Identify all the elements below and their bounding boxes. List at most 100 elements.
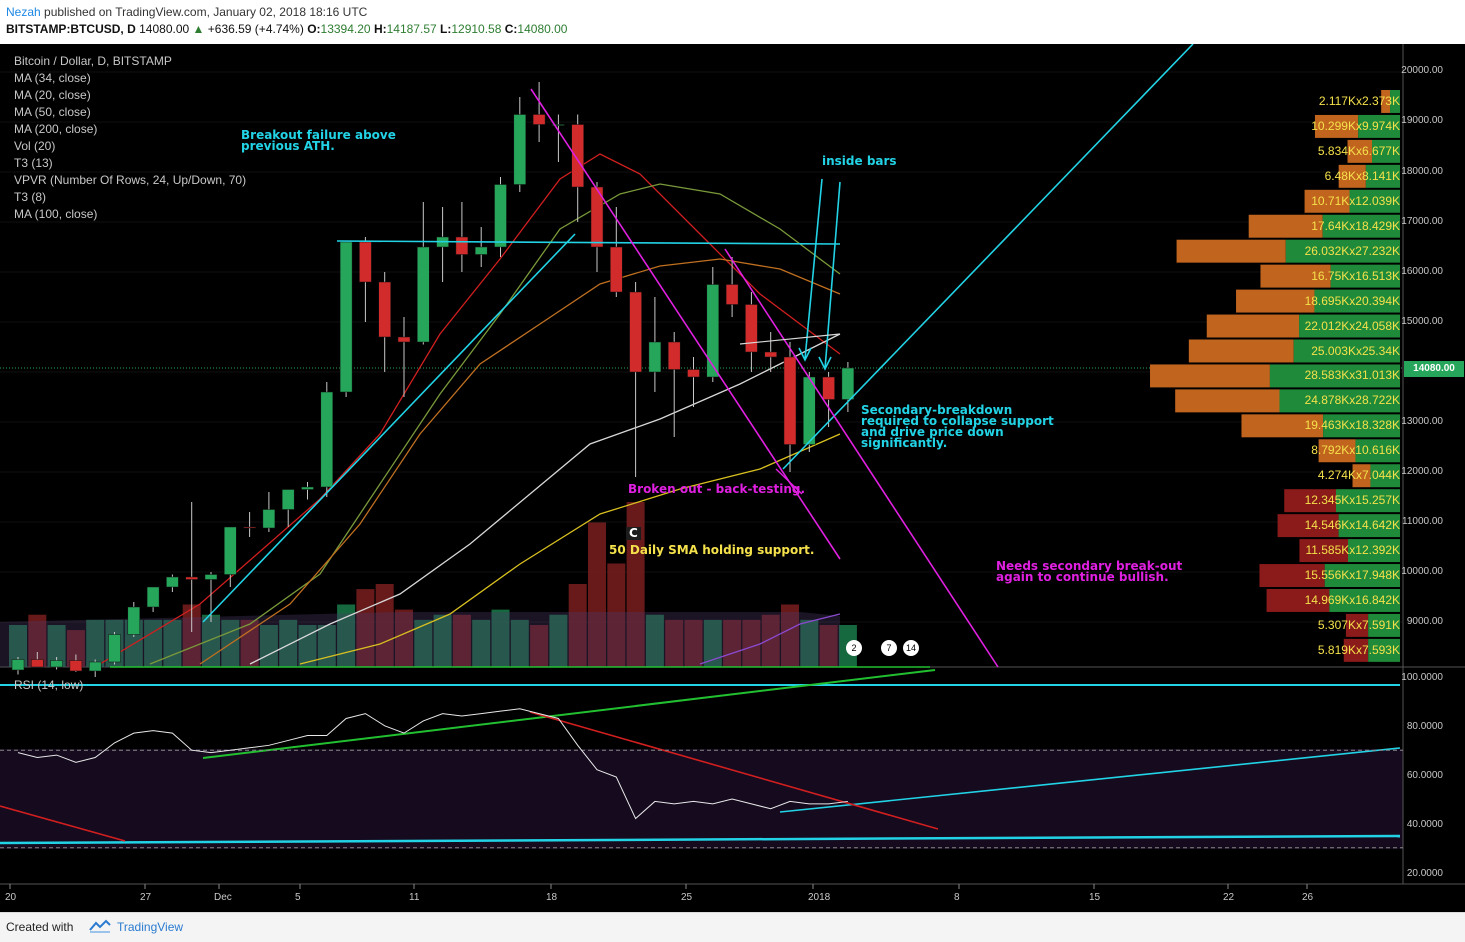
- indicator-legend-8[interactable]: T3 (8): [14, 190, 47, 204]
- volume-profile-bar-down: [1368, 613, 1400, 637]
- volume-profile-bar-down: [1370, 464, 1400, 488]
- candle-body: [822, 376, 835, 400]
- indicator-legend-2[interactable]: MA (20, close): [14, 88, 91, 102]
- annotation-secondary-breakdown: Secondary-breakdown required to collapse…: [861, 404, 1054, 449]
- candle-body: [494, 184, 507, 248]
- candle-body: [127, 606, 141, 635]
- indicator-legend-0[interactable]: Bitcoin / Dollar, D, BITSTAMP: [14, 54, 172, 68]
- volume-profile-bar-down: [1371, 139, 1400, 163]
- annotation-line: required to collapse support: [861, 414, 1054, 428]
- volume-profile-bar-up: [1304, 189, 1350, 213]
- volume-bar: [395, 609, 413, 667]
- annotation-line: again to continue bullish.: [996, 570, 1169, 584]
- candle-body: [262, 509, 276, 529]
- candle-body: [50, 660, 63, 668]
- author-link[interactable]: Nezah: [6, 5, 41, 19]
- change-value: +636.59 (+4.74%): [207, 22, 304, 36]
- open-label: O:: [307, 22, 321, 36]
- publish-text: published on TradingView.com, January 02…: [44, 5, 368, 19]
- volume-profile-bar-up: [1150, 364, 1270, 388]
- price-tick: 15000.00: [1401, 316, 1443, 327]
- volume-profile-label: 26.032Kx27.232K: [1304, 243, 1400, 258]
- chart-area[interactable]: Bitcoin / Dollar, D, BITSTAMP MA (34, cl…: [0, 43, 1465, 912]
- indicator-legend-3[interactable]: MA (50, close): [14, 105, 91, 119]
- tradingview-logo-icon: [89, 919, 111, 933]
- volume-profile-bar-down: [1323, 414, 1400, 438]
- rsi-legend[interactable]: RSI (14, low): [14, 678, 84, 692]
- time-tick: 26: [1302, 892, 1314, 903]
- price-tick: 17000.00: [1401, 216, 1443, 227]
- volume-profile-label: 6.48Kx8.141K: [1324, 168, 1400, 183]
- candle-body: [243, 526, 256, 529]
- volume-bar: [607, 563, 626, 667]
- candle-body: [359, 241, 372, 283]
- price-tick: 10000.00: [1401, 566, 1443, 577]
- inside-bar-arrow: [804, 178, 823, 360]
- price-tick: 12000.00: [1401, 466, 1443, 477]
- volume-profile-bar-up: [1343, 638, 1369, 662]
- volume-profile-bar-up: [1284, 489, 1337, 513]
- volume-profile-bar-up: [1347, 139, 1372, 163]
- volume-bar: [626, 502, 645, 667]
- trend-drawings: [0, 43, 1401, 845]
- indicator-legend-4[interactable]: MA (200, close): [14, 122, 98, 136]
- volume-bar: [530, 624, 549, 667]
- volume-profile-bar-down: [1322, 214, 1400, 238]
- time-tick: 27: [140, 892, 152, 903]
- rsi-tick: 60.0000: [1406, 770, 1443, 781]
- inside-bar-arrow: [824, 181, 841, 370]
- volume-profile-label: 28.583Kx31.013K: [1304, 368, 1400, 383]
- price-tick: 11000.00: [1402, 516, 1443, 527]
- volume-bar: [491, 609, 510, 667]
- volume-profile-bar-down: [1329, 589, 1400, 612]
- publish-line: Nezah published on TradingView.com, Janu…: [6, 5, 367, 19]
- last-close: 14080.00: [139, 22, 190, 36]
- candle-body: [455, 236, 469, 255]
- price-tick: 18000.00: [1401, 166, 1443, 177]
- candle-body: [648, 341, 662, 373]
- candle-body: [783, 356, 797, 445]
- volume-profile: [1150, 90, 1400, 662]
- candle-body: [571, 124, 584, 188]
- chart-canvas[interactable]: [0, 43, 1465, 912]
- volume-profile-bar-up: [1188, 339, 1294, 363]
- volume-profile-label: 10.299Kx9.974K: [1311, 118, 1400, 133]
- candle-body: [552, 124, 565, 126]
- volume-profile-bar-down: [1349, 189, 1400, 213]
- volume-profile-bar-up: [1259, 564, 1325, 587]
- event-badge[interactable]: 2: [846, 640, 862, 656]
- volume-profile-bar-down: [1293, 339, 1400, 363]
- high-value: 14187.57: [386, 22, 437, 36]
- last-price-tag: 14080.00: [1404, 361, 1464, 377]
- volume-profile-bar-up: [1381, 90, 1391, 113]
- volume-profile-bar-up: [1318, 439, 1356, 463]
- candle-body: [667, 341, 681, 370]
- symbol-label: BITSTAMP:BTCUSD, D: [6, 22, 136, 36]
- volume-bar: [163, 619, 182, 667]
- high-label: H:: [373, 22, 387, 36]
- indicator-legend-9[interactable]: MA (100, close): [14, 207, 98, 221]
- ma-extension-line: [739, 333, 841, 345]
- volume-profile-label: 16.75Kx16.513K: [1311, 268, 1400, 283]
- event-badge[interactable]: 7: [881, 640, 897, 656]
- price-tick: 16000.00: [1401, 266, 1443, 277]
- arrow-head-icon: [798, 347, 812, 362]
- event-badge[interactable]: 14: [903, 640, 919, 656]
- price-tick: 9000.00: [1406, 616, 1443, 627]
- indicator-legend-6[interactable]: T3 (13): [14, 156, 53, 170]
- rsi-uptrend-line: [779, 747, 1401, 813]
- indicator-legend-1[interactable]: MA (34, close): [14, 71, 91, 85]
- volume-profile-label: 17.64Kx18.429K: [1311, 218, 1400, 233]
- candle-body: [474, 246, 488, 255]
- candle-body: [397, 336, 411, 343]
- volume-profile-bar-down: [1338, 514, 1400, 538]
- indicator-legend-7[interactable]: VPVR (Number Of Rows, 24, Up/Down, 70): [14, 173, 247, 187]
- volume-bar: [182, 604, 201, 667]
- tradingview-link[interactable]: TradingView: [117, 920, 184, 934]
- indicator-legend-5[interactable]: Vol (20): [14, 139, 56, 153]
- candle-body: [803, 376, 816, 445]
- volume-profile-bar-up: [1338, 164, 1366, 188]
- candle-body: [687, 369, 700, 378]
- candle-body: [378, 281, 391, 338]
- rsi-support-line: [0, 834, 1401, 845]
